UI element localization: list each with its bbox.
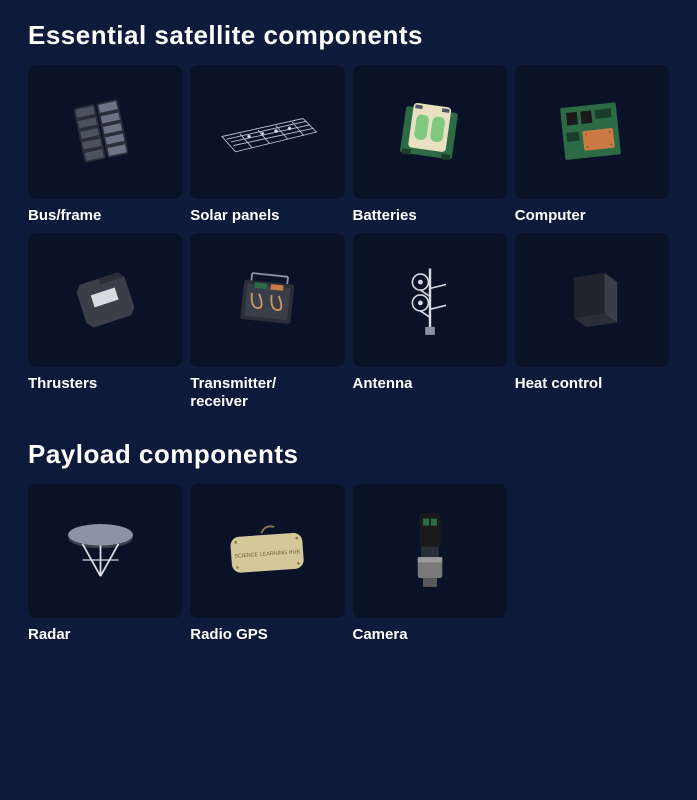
card-label: Radio GPS <box>190 626 344 644</box>
card-bus-frame: Bus/frame <box>28 65 182 225</box>
essential-grid: Bus/frame <box>28 65 669 411</box>
infographic-container: Essential satellite components <box>28 20 669 644</box>
payload-grid: Radar SCIENCE LEARNING HUB Radio GPS <box>28 484 669 644</box>
camera-icon <box>353 484 507 618</box>
card-label: Antenna <box>353 375 507 393</box>
section-title-essential: Essential satellite components <box>28 20 669 51</box>
card-solar-panels: Solar panels <box>190 65 344 225</box>
card-computer: Computer <box>515 65 669 225</box>
section-title-payload: Payload components <box>28 439 669 470</box>
card-thrusters: Thrusters <box>28 233 182 411</box>
card-label: Batteries <box>353 207 507 225</box>
card-label: Camera <box>353 626 507 644</box>
card-label: Thrusters <box>28 375 182 393</box>
card-radio-gps: SCIENCE LEARNING HUB Radio GPS <box>190 484 344 644</box>
bus-frame-icon <box>28 65 182 199</box>
card-radar: Radar <box>28 484 182 644</box>
radar-icon <box>28 484 182 618</box>
card-transmitter-receiver: Transmitter/ receiver <box>190 233 344 411</box>
card-batteries: Batteries <box>353 65 507 225</box>
card-antenna: Antenna <box>353 233 507 411</box>
batteries-icon <box>353 65 507 199</box>
card-label: Transmitter/ receiver <box>190 375 344 411</box>
card-heat-control: Heat control <box>515 233 669 411</box>
card-label: Heat control <box>515 375 669 393</box>
transmitter-receiver-icon <box>190 233 344 367</box>
card-label: Computer <box>515 207 669 225</box>
card-label: Solar panels <box>190 207 344 225</box>
thrusters-icon <box>28 233 182 367</box>
radio-gps-icon: SCIENCE LEARNING HUB <box>190 484 344 618</box>
card-camera: Camera <box>353 484 507 644</box>
computer-icon <box>515 65 669 199</box>
antenna-icon <box>353 233 507 367</box>
heat-control-icon <box>515 233 669 367</box>
card-label: Bus/frame <box>28 207 182 225</box>
solar-panels-icon <box>190 65 344 199</box>
card-label: Radar <box>28 626 182 644</box>
